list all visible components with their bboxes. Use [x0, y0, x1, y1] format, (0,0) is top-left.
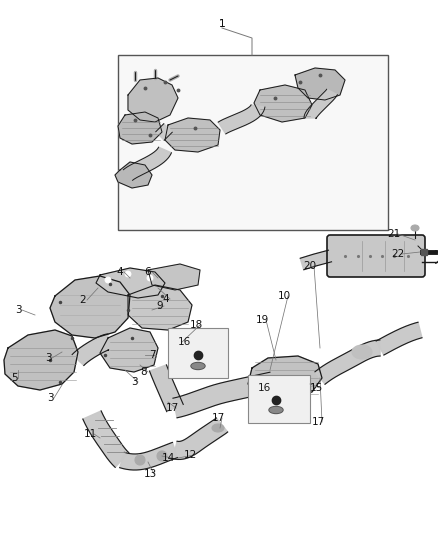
Bar — [118, 55, 388, 230]
Polygon shape — [50, 276, 130, 338]
Polygon shape — [96, 268, 165, 298]
Polygon shape — [156, 124, 172, 140]
Text: 10: 10 — [277, 291, 290, 301]
Circle shape — [147, 275, 153, 281]
Polygon shape — [115, 162, 152, 188]
Text: 18: 18 — [189, 320, 203, 330]
Text: 7: 7 — [148, 350, 155, 360]
Text: 3: 3 — [131, 377, 137, 387]
Text: 14: 14 — [161, 453, 175, 463]
Text: 20: 20 — [304, 261, 317, 271]
Ellipse shape — [212, 424, 224, 432]
Polygon shape — [100, 328, 158, 372]
Ellipse shape — [411, 225, 419, 231]
Text: 3: 3 — [15, 305, 21, 315]
Text: 3: 3 — [47, 393, 53, 403]
Circle shape — [157, 451, 167, 461]
Polygon shape — [120, 442, 177, 470]
Polygon shape — [376, 322, 422, 355]
Polygon shape — [315, 340, 380, 384]
Polygon shape — [148, 264, 200, 290]
Text: 4: 4 — [162, 294, 170, 304]
Text: 16: 16 — [178, 337, 191, 347]
Text: 6: 6 — [145, 267, 151, 277]
Polygon shape — [72, 334, 109, 366]
Polygon shape — [124, 147, 171, 180]
Ellipse shape — [270, 408, 282, 413]
Circle shape — [105, 277, 111, 283]
Ellipse shape — [191, 362, 205, 369]
Text: 8: 8 — [141, 367, 147, 377]
Polygon shape — [173, 418, 228, 459]
Text: 12: 12 — [184, 450, 197, 460]
Polygon shape — [128, 285, 192, 330]
Polygon shape — [218, 105, 265, 134]
Polygon shape — [248, 356, 322, 398]
Ellipse shape — [352, 345, 372, 359]
Text: 17: 17 — [212, 413, 225, 423]
Ellipse shape — [269, 407, 283, 414]
Text: 5: 5 — [11, 373, 18, 383]
Text: 3: 3 — [45, 353, 51, 363]
Polygon shape — [149, 365, 183, 411]
Polygon shape — [173, 372, 274, 418]
Polygon shape — [254, 85, 312, 122]
Polygon shape — [83, 411, 129, 467]
Text: 22: 22 — [392, 249, 405, 259]
Text: 9: 9 — [157, 301, 163, 311]
Text: 2: 2 — [80, 295, 86, 305]
Polygon shape — [4, 330, 78, 390]
Ellipse shape — [192, 364, 204, 368]
Text: 1: 1 — [219, 19, 225, 29]
Text: 4: 4 — [117, 267, 124, 277]
Bar — [168, 328, 228, 378]
Circle shape — [95, 428, 115, 448]
Polygon shape — [300, 250, 332, 270]
Text: 11: 11 — [83, 429, 97, 439]
Text: 21: 21 — [387, 229, 401, 239]
Text: 19: 19 — [255, 315, 268, 325]
FancyBboxPatch shape — [327, 235, 425, 277]
Polygon shape — [295, 68, 345, 100]
Text: 17: 17 — [166, 403, 179, 413]
Text: 16: 16 — [258, 383, 271, 393]
Circle shape — [125, 271, 131, 277]
Polygon shape — [304, 89, 337, 119]
Polygon shape — [128, 78, 178, 122]
Polygon shape — [165, 118, 220, 152]
Bar — [248, 375, 310, 423]
Text: 15: 15 — [309, 383, 323, 393]
Circle shape — [135, 455, 145, 465]
Text: 1: 1 — [219, 19, 225, 29]
Text: 13: 13 — [143, 469, 157, 479]
Polygon shape — [118, 112, 162, 144]
Text: 17: 17 — [311, 417, 325, 427]
